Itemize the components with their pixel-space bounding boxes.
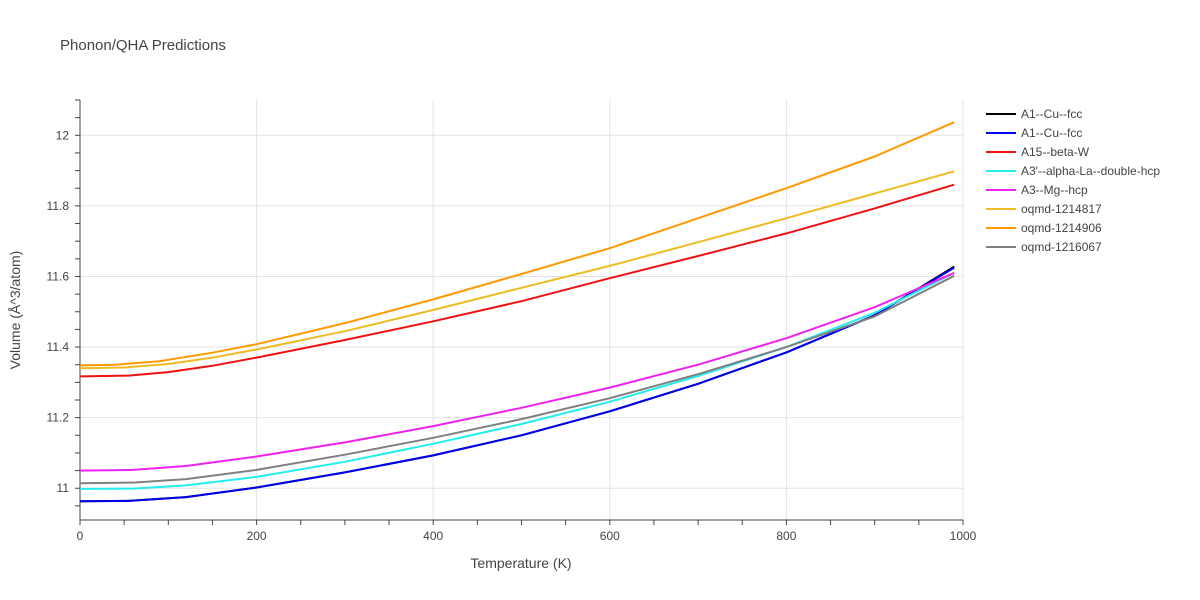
legend-label: A3'--alpha-La--double-hcp <box>1021 164 1160 178</box>
x-tick-label: 0 <box>77 529 84 543</box>
legend-item[interactable]: oqmd-1214817 <box>986 202 1102 216</box>
y-tick-label: 11.6 <box>47 269 70 283</box>
y-tick-label: 11 <box>57 481 70 495</box>
legend-item[interactable]: A15--beta-W <box>986 145 1090 159</box>
y-tick-label: 11.8 <box>47 199 70 213</box>
y-tick-label: 12 <box>56 128 70 142</box>
series-line <box>79 271 955 472</box>
y-axis-title: Volume (Å^3/atom) <box>7 251 23 370</box>
legend-label: A15--beta-W <box>1021 145 1090 159</box>
legend-label: oqmd-1216067 <box>1021 240 1102 254</box>
legend-label: oqmd-1214817 <box>1021 202 1102 216</box>
legend-label: oqmd-1214906 <box>1021 221 1102 235</box>
legend-item[interactable]: A3'--alpha-La--double-hcp <box>986 164 1160 178</box>
series-line <box>79 266 955 503</box>
series-line <box>79 183 955 378</box>
series-line <box>79 272 955 490</box>
y-tick-label: 11.2 <box>47 411 70 425</box>
x-tick-label: 1000 <box>950 529 977 543</box>
x-axis-title: Temperature (K) <box>470 555 571 571</box>
legend-item[interactable]: A1--Cu--fcc <box>986 107 1082 121</box>
legend: A1--Cu--fcc A1--Cu--fcc A15--beta-W A3'--al… <box>986 107 1160 254</box>
series-layer <box>79 121 955 503</box>
x-tick-label: 800 <box>776 529 796 543</box>
grid-lines <box>80 100 964 520</box>
series-line <box>79 170 955 370</box>
legend-item[interactable]: A3--Mg--hcp <box>986 183 1088 197</box>
axes: 0 200 400 600 800 1000 11 11.2 11.4 11.6 11.8 12 <box>47 99 977 543</box>
y-tick-label: 11.4 <box>47 340 70 354</box>
x-tick-label: 400 <box>423 529 443 543</box>
legend-item[interactable]: A1--Cu--fcc <box>986 126 1082 140</box>
chart-title: Phonon/QHA Predictions <box>60 37 226 54</box>
legend-label: A3--Mg--hcp <box>1021 183 1088 197</box>
legend-item[interactable]: oqmd-1214906 <box>986 221 1102 235</box>
legend-item[interactable]: oqmd-1216067 <box>986 240 1102 254</box>
series-line <box>79 121 955 367</box>
legend-label: A1--Cu--fcc <box>1021 107 1082 121</box>
series-line <box>79 274 955 485</box>
x-tick-label: 200 <box>247 529 267 543</box>
legend-label: A1--Cu--fcc <box>1021 126 1082 140</box>
x-tick-label: 600 <box>600 529 620 543</box>
